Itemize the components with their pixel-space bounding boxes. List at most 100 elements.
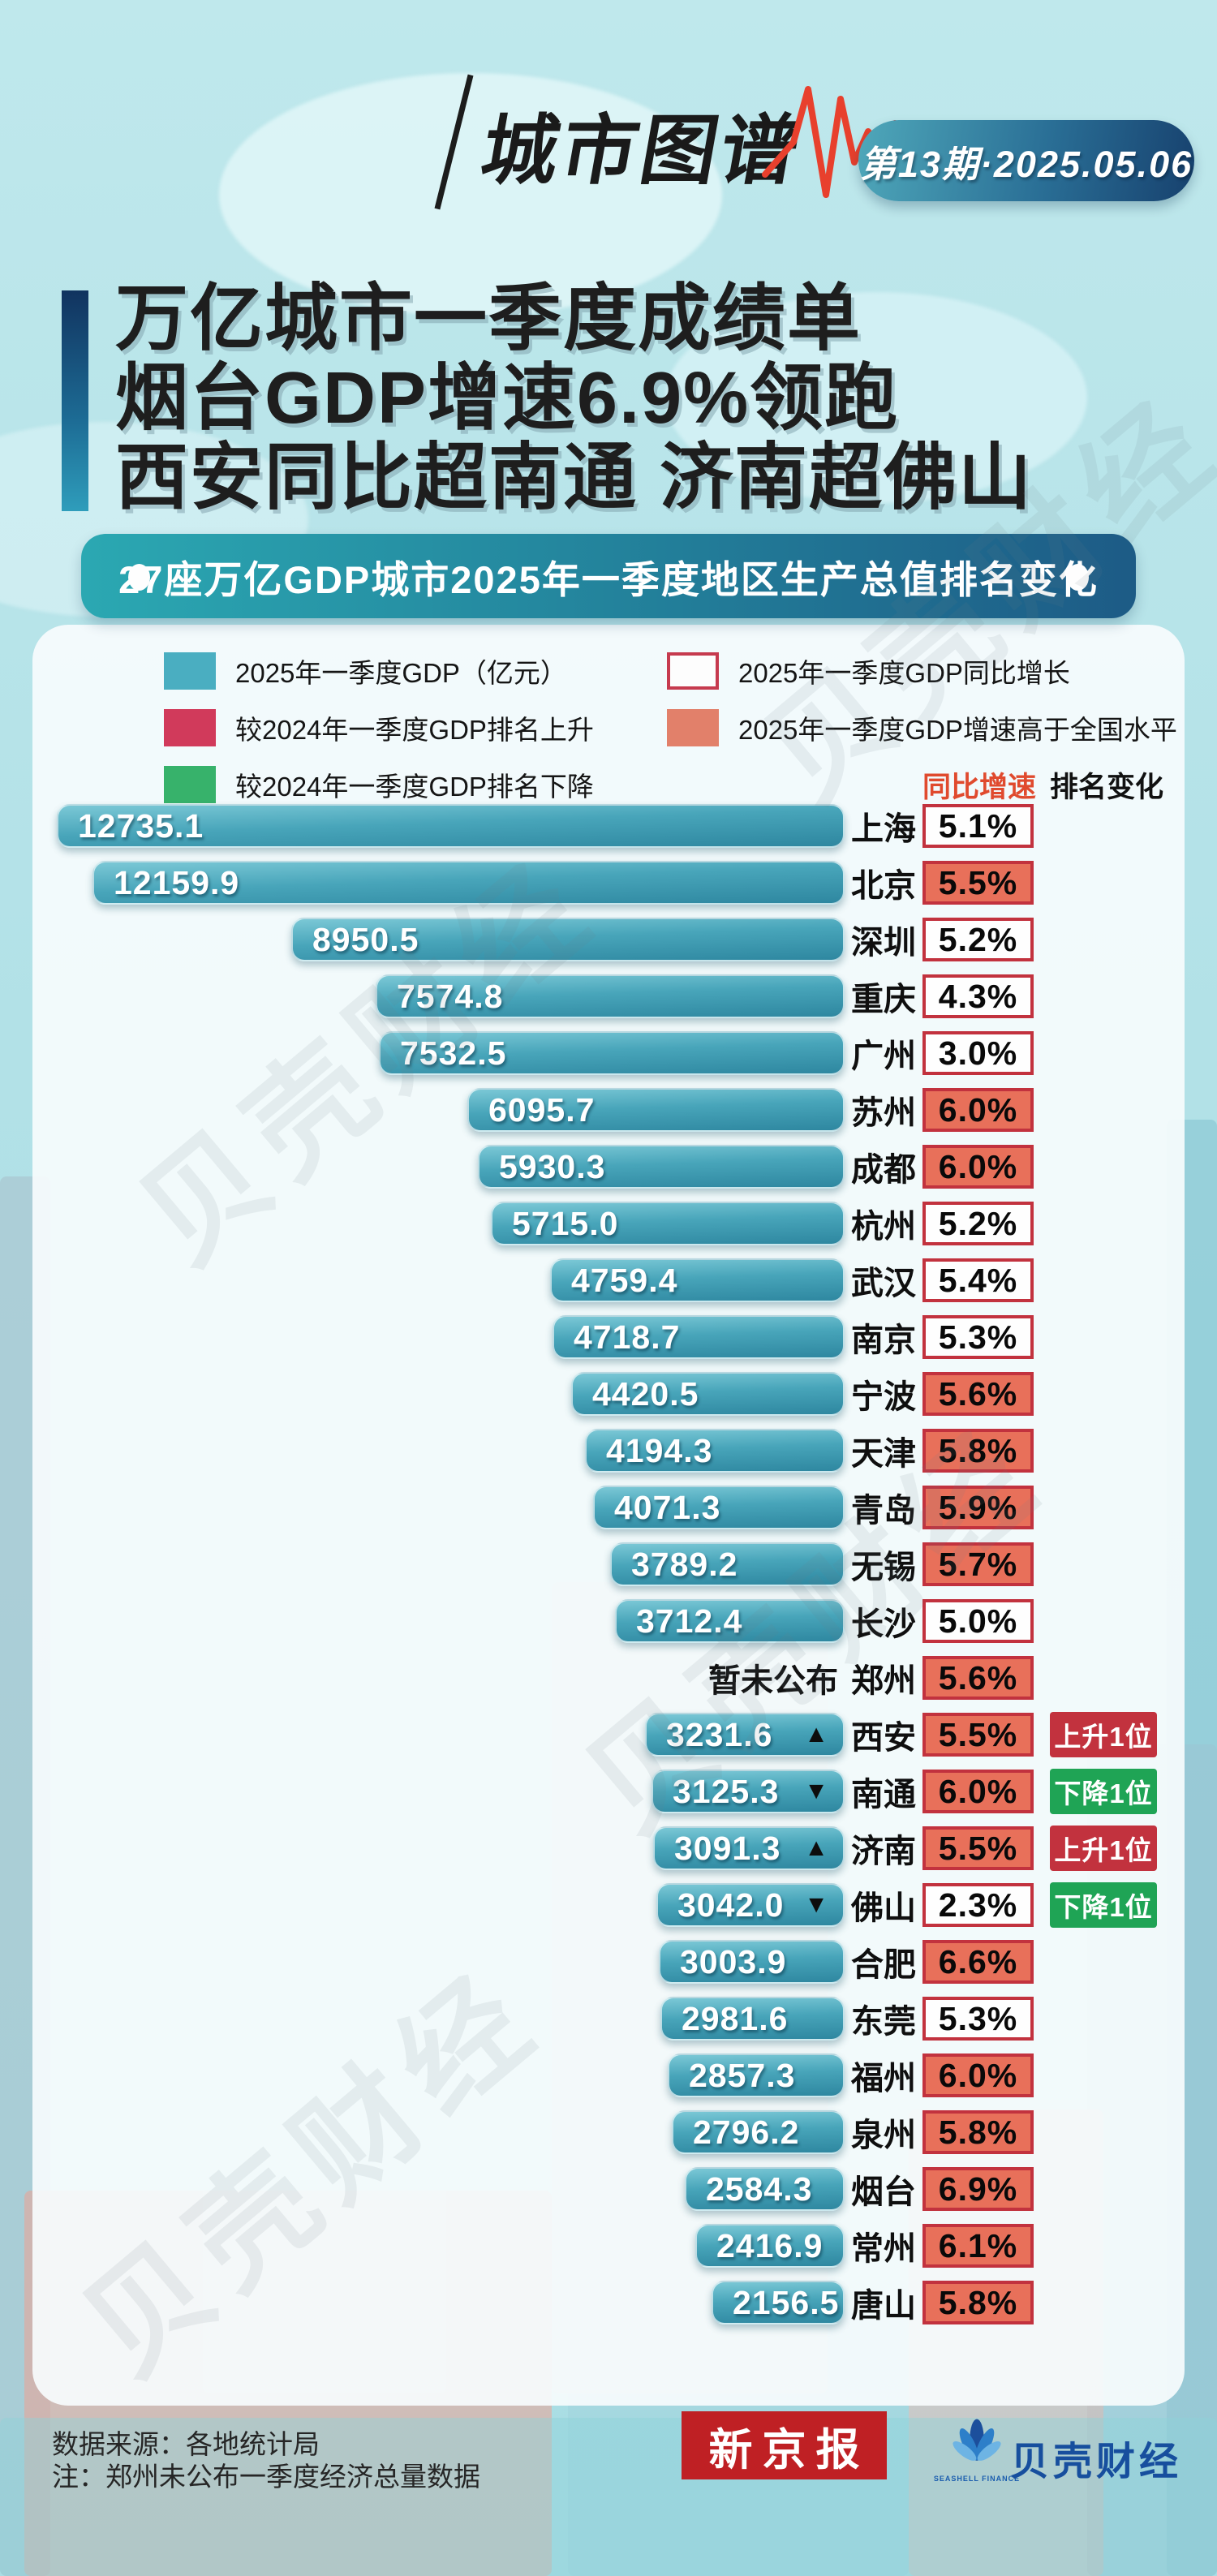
gdp-value: 12159.9 (114, 863, 240, 901)
up-arrow-icon: ▲ (804, 1721, 828, 1748)
gdp-bar: 12735.1 (57, 804, 845, 848)
gdp-bar: 3125.3 ▼ (652, 1770, 845, 1813)
gdp-value: 3789.2 (631, 1545, 738, 1583)
gdp-bar: 3091.3 ▲ (653, 1826, 845, 1870)
city-label: 宁波 (851, 1379, 916, 1415)
legend-swatch-green (164, 766, 216, 803)
city-label: 成都 (851, 1152, 916, 1188)
footer-notes: 数据来源：各地统计局 注：郑州未公布一季度经济总量数据 (52, 2428, 480, 2493)
growth-rate-box: 5.6% (922, 1656, 1034, 1700)
city-label: 东莞 (851, 2004, 916, 2040)
gdp-value: 3712.4 (636, 1602, 743, 1640)
bar-row: 3042.0 ▼ 佛山 2.3% 下降1位 (57, 1877, 1176, 1933)
growth-rate-box: 5.1% (922, 804, 1034, 848)
bar-row: 4759.4 武汉 5.4% (57, 1252, 1176, 1309)
city-label: 广州 (851, 1039, 916, 1074)
growth-rate-box: 2.3% (922, 1883, 1034, 1927)
gdp-value: 5715.0 (512, 1204, 619, 1242)
gdp-value: 12735.1 (78, 806, 204, 845)
city-label: 杭州 (851, 1209, 916, 1245)
growth-rate-box: 5.2% (922, 918, 1034, 961)
bar-zone: 3003.9 (57, 1939, 845, 1985)
bar-zone: 3789.2 (57, 1542, 845, 1587)
city-label: 天津 (851, 1436, 916, 1472)
growth-rate-box: 6.0% (922, 1145, 1034, 1189)
cloud-shape (219, 73, 722, 316)
gdp-bar: 5715.0 (491, 1202, 845, 1245)
gdp-value: 7574.8 (397, 977, 504, 1015)
gdp-value: 2857.3 (689, 2056, 796, 2094)
cloud-shape (665, 292, 1087, 503)
bar-row: 2416.9 常州 6.1% (57, 2217, 1176, 2274)
bar-zone: 5715.0 (57, 1201, 845, 1246)
growth-rate-box: 6.0% (922, 1770, 1034, 1813)
city-label: 常州 (851, 2231, 916, 2267)
gdp-value: 4071.3 (614, 1488, 721, 1526)
bar-row: 3789.2 无锡 5.7% (57, 1536, 1176, 1593)
gdp-value: 2796.2 (693, 2113, 800, 2151)
banner-dot-icon (128, 564, 150, 591)
gdp-bar: 2796.2 (672, 2110, 845, 2154)
title-accent-bar (62, 290, 88, 511)
bar-row: 12735.1 上海 5.1% (57, 798, 1176, 854)
gdp-bar: 4071.3 (593, 1486, 845, 1529)
city-label: 西安 (851, 1720, 916, 1756)
building-shape (0, 2418, 1217, 2576)
chart-banner-title: 27座万亿GDP城市2025年一季度地区生产总值排名变化 (118, 557, 1099, 601)
legend-label: 2025年一季度GDP（亿元） (235, 658, 567, 688)
growth-rate-box: 6.1% (922, 2224, 1034, 2268)
bar-row: 3003.9 合肥 6.6% (57, 1933, 1176, 1990)
legend-label: 较2024年一季度GDP排名上升 (235, 715, 594, 745)
gdp-value: 6095.7 (488, 1090, 596, 1129)
bar-row: 5715.0 杭州 5.2% (57, 1195, 1176, 1252)
growth-rate-box: 5.5% (922, 861, 1034, 905)
bar-row: 4071.3 青岛 5.9% (57, 1479, 1176, 1536)
gdp-bar: 4718.7 (553, 1315, 845, 1359)
data-source-note: 数据来源：各地统计局 (52, 2429, 320, 2459)
title-line-3: 西安同比超南通 济南超佛山 (115, 437, 1034, 518)
gdp-bar: 5930.3 (478, 1145, 845, 1189)
city-label: 武汉 (851, 1266, 916, 1301)
gdp-bar: 3042.0 ▼ (656, 1883, 845, 1927)
city-label: 长沙 (851, 1606, 916, 1642)
newspaper-logo: 新京报 (682, 2411, 887, 2479)
legend-label: 2025年一季度GDP同比增长 (738, 658, 1070, 688)
bar-row: 2584.3 烟台 6.9% (57, 2161, 1176, 2217)
growth-rate-box: 5.8% (922, 2110, 1034, 2154)
growth-rate-box: 5.3% (922, 1315, 1034, 1359)
growth-rate-box: 5.3% (922, 1997, 1034, 2041)
city-label: 唐山 (851, 2288, 916, 2324)
gdp-value: 5930.3 (499, 1147, 606, 1185)
city-label: 郑州 (851, 1663, 916, 1699)
chart-banner: 27座万亿GDP城市2025年一季度地区生产总值排名变化 (81, 534, 1136, 618)
bar-zone: 8950.5 (57, 917, 845, 962)
growth-rate-box: 3.0% (922, 1031, 1034, 1075)
rank-change-badge: 上升1位 (1050, 1712, 1157, 1757)
bar-zone: 2981.6 (57, 1996, 845, 2041)
bar-zone: 3125.3 ▼ (57, 1769, 845, 1814)
gdp-bar: 3789.2 (610, 1542, 845, 1586)
growth-rate-box: 6.9% (922, 2167, 1034, 2211)
legend-item: 较2024年一季度GDP排名下降 (164, 766, 594, 803)
bar-row: 4194.3 天津 5.8% (57, 1422, 1176, 1479)
legend-swatch-crimson (164, 709, 216, 746)
growth-rate-box: 5.0% (922, 1599, 1034, 1643)
bar-row: 4718.7 南京 5.3% (57, 1309, 1176, 1365)
growth-rate-box: 5.5% (922, 1826, 1034, 1870)
gdp-value: 7532.5 (400, 1034, 507, 1072)
growth-rate-box: 5.6% (922, 1372, 1034, 1416)
bar-zone: 6095.7 (57, 1087, 845, 1133)
bar-row: 7532.5 广州 3.0% (57, 1025, 1176, 1082)
growth-rate-box: 5.7% (922, 1542, 1034, 1586)
bar-row: 2156.5 唐山 5.8% (57, 2274, 1176, 2331)
gdp-pending-label: 暂未公布 (708, 1663, 838, 1699)
rank-column-header: 排名变化 (1050, 772, 1164, 803)
gdp-bar: 3003.9 (659, 1940, 845, 1984)
gdp-bar: 4759.4 (550, 1258, 845, 1302)
gdp-value: 8950.5 (312, 920, 419, 958)
legend-item: 2025年一季度GDP（亿元） (164, 652, 594, 690)
city-label: 合肥 (851, 1947, 916, 1983)
growth-rate-box: 5.2% (922, 1202, 1034, 1245)
legend-column-left: 2025年一季度GDP（亿元） 较2024年一季度GDP排名上升较2024年一季度… (164, 652, 594, 823)
city-label: 上海 (851, 811, 916, 847)
